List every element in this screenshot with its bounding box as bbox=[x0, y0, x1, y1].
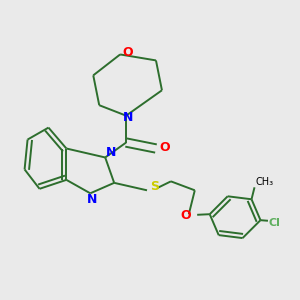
Text: O: O bbox=[159, 140, 169, 154]
Text: N: N bbox=[122, 111, 133, 124]
Text: CH₃: CH₃ bbox=[256, 177, 274, 187]
Text: N: N bbox=[87, 194, 97, 206]
Text: O: O bbox=[181, 209, 191, 222]
Text: O: O bbox=[122, 46, 133, 59]
Text: Cl: Cl bbox=[269, 218, 281, 228]
Text: S: S bbox=[150, 180, 159, 193]
Text: N: N bbox=[106, 146, 116, 159]
